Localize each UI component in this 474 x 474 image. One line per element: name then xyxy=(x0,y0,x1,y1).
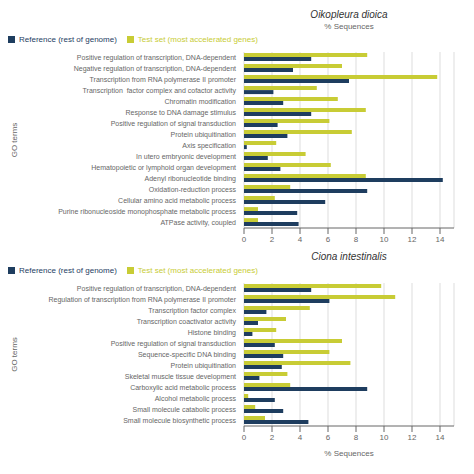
svg-text:Transcription factor complex: Transcription factor complex xyxy=(148,307,236,315)
svg-text:Small molecule biosynthetic pr: Small molecule biosynthetic process xyxy=(123,417,236,425)
svg-text:Adenyl ribonucleotide binding: Adenyl ribonucleotide binding xyxy=(145,175,237,183)
svg-text:Oxidation-reduction process: Oxidation-reduction process xyxy=(149,186,237,194)
svg-text:6: 6 xyxy=(326,235,331,244)
svg-text:Axis specification: Axis specification xyxy=(182,142,236,150)
svg-text:Cellular amino acid metabolic: Cellular amino acid metabolic process xyxy=(118,197,236,205)
svg-text:Alcohol metabolic process: Alcohol metabolic process xyxy=(155,395,237,403)
svg-text:Chromatin modification: Chromatin modification xyxy=(164,98,236,105)
svg-text:6: 6 xyxy=(326,433,331,442)
svg-text:2: 2 xyxy=(270,433,275,442)
svg-text:10: 10 xyxy=(380,235,389,244)
svg-text:12: 12 xyxy=(408,433,417,442)
svg-text:Protein ubiquitination: Protein ubiquitination xyxy=(171,362,236,370)
svg-text:Positive regulation of transcr: Positive regulation of transcription, DN… xyxy=(77,285,236,293)
html-text:Oikopleura dioica: Oikopleura dioica xyxy=(310,9,388,20)
svg-text:GO terms: GO terms xyxy=(10,123,19,158)
svg-text:14: 14 xyxy=(436,235,445,244)
svg-text:Protein ubiquitination: Protein ubiquitination xyxy=(171,131,236,139)
svg-text:Transcription coactivator acti: Transcription coactivator activity xyxy=(137,318,237,326)
svg-text:Hematopoietic or lymphoid orga: Hematopoietic or lymphoid organ developm… xyxy=(91,164,236,172)
html-text:Reference (rest of genome): Reference (rest of genome) xyxy=(19,35,117,44)
svg-text:% Sequences: % Sequences xyxy=(324,449,373,458)
svg-text:Sequence-specific DNA binding: Sequence-specific DNA binding xyxy=(138,351,236,359)
svg-text:Response to DNA damage stimulu: Response to DNA damage stimulus xyxy=(126,109,237,117)
svg-text:4: 4 xyxy=(298,433,303,442)
svg-text:Positive regulation of signal: Positive regulation of signal transducti… xyxy=(111,120,236,128)
svg-text:4: 4 xyxy=(298,235,303,244)
svg-text:Transcription factor complex: Transcription factor complex and cofacto… xyxy=(83,87,237,95)
svg-text:8: 8 xyxy=(354,235,359,244)
svg-text:Carboxylic acid metabolic proc: Carboxylic acid metabolic process xyxy=(130,384,236,392)
svg-text:Regulation of transcription fr: Regulation of transcription from RNA pol… xyxy=(48,296,236,304)
svg-text:Small molecule catabolic proce: Small molecule catabolic process xyxy=(133,406,237,414)
svg-text:Positive regulation of signal: Positive regulation of signal transducti… xyxy=(111,340,236,348)
svg-text:Negative regulation of transcr: Negative regulation of transcription, DN… xyxy=(74,65,236,73)
html-text:Test set (most accelerated gen: Test set (most accelerated genes) xyxy=(137,35,258,44)
svg-text:14: 14 xyxy=(436,433,445,442)
html-text:Ciona intestinalis: Ciona intestinalis xyxy=(311,251,387,262)
svg-text:0: 0 xyxy=(242,235,247,244)
svg-text:GO terms: GO terms xyxy=(10,337,19,372)
svg-text:Positive regulation of transcr: Positive regulation of transcription, DN… xyxy=(77,54,236,62)
svg-text:In utero embryonic development: In utero embryonic development xyxy=(136,153,236,161)
svg-text:Histone binding: Histone binding xyxy=(188,329,236,337)
svg-text:Transcription from RNA polymer: Transcription from RNA polymerase II pro… xyxy=(90,76,237,84)
html-text:Reference (rest of genome): Reference (rest of genome) xyxy=(19,266,117,275)
svg-text:Purine ribonucleoside monophos: Purine ribonucleoside monophosphate meta… xyxy=(58,208,236,216)
svg-text:12: 12 xyxy=(408,235,417,244)
svg-text:ATPase activity, coupled: ATPase activity, coupled xyxy=(160,219,236,227)
svg-text:10: 10 xyxy=(380,433,389,442)
html-text:Test set (most accelerated gen: Test set (most accelerated genes) xyxy=(137,266,258,275)
svg-text:2: 2 xyxy=(270,235,275,244)
html-text:% Sequences: % Sequences xyxy=(324,22,374,31)
svg-text:8: 8 xyxy=(354,433,359,442)
svg-text:Skeletal muscle tissue develop: Skeletal muscle tissue development xyxy=(125,373,236,381)
svg-text:0: 0 xyxy=(242,433,247,442)
